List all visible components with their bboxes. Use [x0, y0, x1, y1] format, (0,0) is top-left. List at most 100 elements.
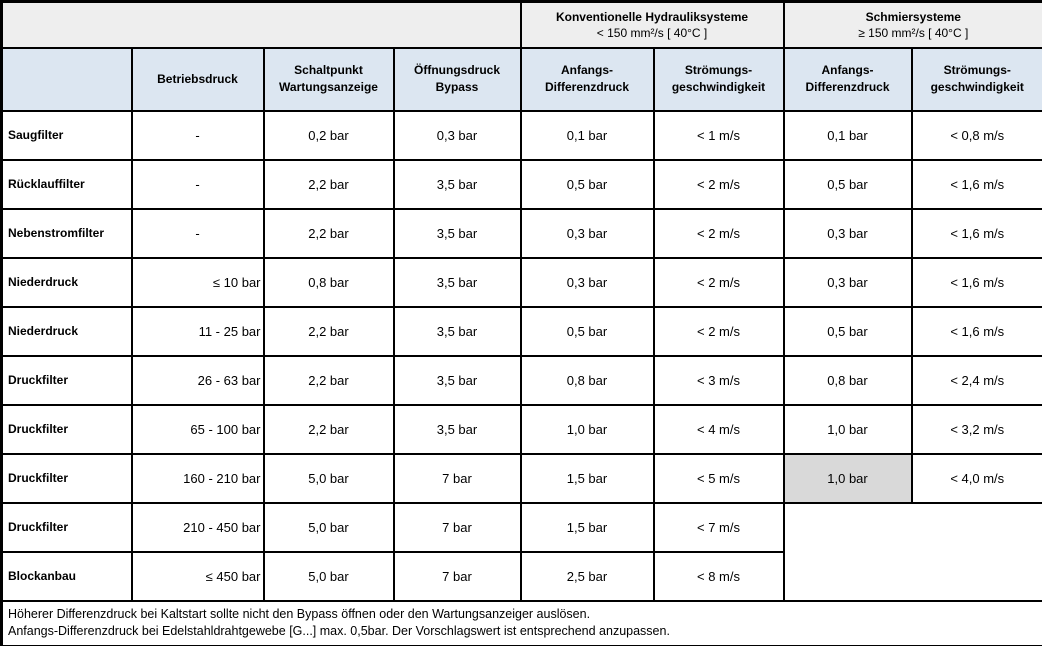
row-label: Druckfilter [0, 354, 133, 406]
cell-schaltpunkt: 0,8 bar [262, 256, 395, 308]
column-header-anfangsdifferenzdruck-hyd: Anfangs- Differenzdruck [519, 46, 655, 112]
column-header-betriebsdruck: Betriebsdruck [130, 46, 265, 112]
cell-betriebsdruck: - [130, 207, 265, 259]
footnote-line-1: Höherer Differenzdruck bei Kaltstart sol… [8, 607, 591, 622]
cell-bypass: 3,5 bar [392, 158, 522, 210]
cell-betriebsdruck: - [130, 158, 265, 210]
cell-schmier_dp: 0,8 bar [782, 354, 913, 406]
cell-bypass: 7 bar [392, 452, 522, 504]
cell-betriebsdruck: 11 - 25 bar [130, 305, 265, 357]
cell-hyd_dp: 0,1 bar [519, 109, 655, 161]
row-label: Saugfilter [0, 109, 133, 161]
cell-betriebsdruck: ≤ 450 bar [130, 550, 265, 602]
group-title: Konventionelle Hydrauliksysteme [555, 9, 749, 24]
cell-bypass: 7 bar [392, 550, 522, 602]
footnote-row: Höherer Differenzdruck bei Kaltstart sol… [0, 599, 1042, 646]
cell-schmier_dp: 0,5 bar [782, 158, 913, 210]
cell-schmier_v: < 1,6 m/s [910, 305, 1042, 357]
cell-hyd_v: < 5 m/s [652, 452, 785, 504]
group-header-lubrication: Schmiersysteme ≥ 150 mm²/s [ 40°C ] [782, 0, 1042, 49]
table-row: Niederdruck ≤ 10 bar 0,8 bar 3,5 bar 0,3 bar… [0, 256, 1042, 308]
cell-schaltpunkt: 0,2 bar [262, 109, 395, 161]
cell-hyd_dp: 0,5 bar [519, 305, 655, 357]
cell-schmier_dp: 0,1 bar [782, 109, 913, 161]
cell-hyd_v: < 4 m/s [652, 403, 785, 455]
table-row: Druckfilter 26 - 63 bar 2,2 bar 3,5 bar 0,8 … [0, 354, 1042, 406]
row-label: Druckfilter [0, 452, 133, 504]
group-title: Schmiersysteme [865, 9, 961, 24]
cell-hyd_v: < 2 m/s [652, 207, 785, 259]
column-header-anfangsdifferenzdruck-schmier: Anfangs- Differenzdruck [782, 46, 913, 112]
cell-bypass: 3,5 bar [392, 354, 522, 406]
group-subtitle: < 150 mm²/s [ 40°C ] [596, 25, 708, 40]
cell-schmier_v: < 1,6 m/s [910, 256, 1042, 308]
row-label: Rücklauffilter [0, 158, 133, 210]
table-row: Druckfilter 65 - 100 bar 2,2 bar 3,5 bar 1,0… [0, 403, 1042, 455]
group-header-row: Konventionelle Hydrauliksysteme < 150 mm… [0, 0, 1042, 49]
table-row: Druckfilter 160 - 210 bar 5,0 bar 7 bar 1,5 … [0, 452, 1042, 504]
cell-bypass: 0,3 bar [392, 109, 522, 161]
cell-betriebsdruck: 160 - 210 bar [130, 452, 265, 504]
group-header-hydraulic: Konventionelle Hydrauliksysteme < 150 mm… [519, 0, 785, 49]
cell-bypass: 3,5 bar [392, 207, 522, 259]
cell-schmier_dp: 0,3 bar [782, 256, 913, 308]
cell-schmier_v: < 1,6 m/s [910, 158, 1042, 210]
row-label: Nebenstromfilter [0, 207, 133, 259]
column-header-bypass: Öffnungsdruck Bypass [392, 46, 522, 112]
cell-hyd_dp: 0,8 bar [519, 354, 655, 406]
cell-hyd_dp: 0,3 bar [519, 256, 655, 308]
cell-betriebsdruck: - [130, 109, 265, 161]
row-label: Niederdruck [0, 256, 133, 308]
column-header-schaltpunkt: Schaltpunkt Wartungsanzeige [262, 46, 395, 112]
column-header-stroemungsgeschwindigkeit-schmier: Strömungs- geschwindigkeit [910, 46, 1042, 112]
group-subtitle: ≥ 150 mm²/s [ 40°C ] [858, 25, 969, 40]
cell-hyd_v: < 3 m/s [652, 354, 785, 406]
cell-schaltpunkt: 2,2 bar [262, 403, 395, 455]
cell-schaltpunkt: 5,0 bar [262, 550, 395, 602]
row-label: Druckfilter [0, 501, 133, 553]
table-row: Rücklauffilter -2,2 bar 3,5 bar 0,5 bar < 2 … [0, 158, 1042, 210]
footnotes: Höherer Differenzdruck bei Kaltstart sol… [0, 599, 1042, 646]
cell-hyd_v: < 7 m/s [652, 501, 785, 553]
cell-hyd_v: < 1 m/s [652, 109, 785, 161]
cell-schmier_v: < 0,8 m/s [910, 109, 1042, 161]
cell-hyd_v: < 8 m/s [652, 550, 785, 602]
cell-hyd_dp: 1,0 bar [519, 403, 655, 455]
merged-empty-cell [782, 501, 1042, 602]
cell-betriebsdruck: 26 - 63 bar [130, 354, 265, 406]
cell-schmier_dp: 0,3 bar [782, 207, 913, 259]
cell-schmier_v: < 1,6 m/s [910, 207, 1042, 259]
table-row: Saugfilter -0,2 bar 0,3 bar 0,1 bar < 1 m/s 0… [0, 109, 1042, 161]
corner-spacer [0, 0, 522, 49]
row-label: Niederdruck [0, 305, 133, 357]
cell-schaltpunkt: 5,0 bar [262, 452, 395, 504]
cell-bypass: 3,5 bar [392, 403, 522, 455]
cell-schmier_dp: 1,0 bar [782, 452, 913, 504]
column-header-row: Betriebsdruck Schaltpunkt Wartungsanzeig… [0, 46, 1042, 112]
cell-schaltpunkt: 2,2 bar [262, 354, 395, 406]
table-row: Nebenstromfilter -2,2 bar 3,5 bar 0,3 bar < … [0, 207, 1042, 259]
cell-schaltpunkt: 2,2 bar [262, 207, 395, 259]
cell-schmier_dp: 1,0 bar [782, 403, 913, 455]
row-label: Druckfilter [0, 403, 133, 455]
cell-betriebsdruck: 210 - 450 bar [130, 501, 265, 553]
footnote-line-2: Anfangs-Differenzdruck bei Edelstahldrah… [8, 624, 670, 639]
column-header-stroemungsgeschwindigkeit-hyd: Strömungs- geschwindigkeit [652, 46, 785, 112]
table-row: Druckfilter 210 - 450 bar 5,0 bar 7 bar 1,5 … [0, 501, 1042, 602]
cell-hyd_dp: 1,5 bar [519, 501, 655, 553]
cell-hyd_dp: 0,5 bar [519, 158, 655, 210]
cell-hyd_dp: 1,5 bar [519, 452, 655, 504]
row-label: Blockanbau [0, 550, 133, 602]
cell-hyd_dp: 2,5 bar [519, 550, 655, 602]
cell-betriebsdruck: 65 - 100 bar [130, 403, 265, 455]
cell-hyd_v: < 2 m/s [652, 158, 785, 210]
table-row: Blockanbau ≤ 450 bar 5,0 bar 7 bar 2,5 bar < … [0, 550, 1042, 602]
column-header-empty [0, 46, 133, 112]
cell-schmier_v: < 3,2 m/s [910, 403, 1042, 455]
cell-hyd_v: < 2 m/s [652, 256, 785, 308]
cell-bypass: 3,5 bar [392, 305, 522, 357]
table-body: Saugfilter -0,2 bar 0,3 bar 0,1 bar < 1 m/s 0… [0, 109, 1042, 602]
cell-schaltpunkt: 5,0 bar [262, 501, 395, 553]
